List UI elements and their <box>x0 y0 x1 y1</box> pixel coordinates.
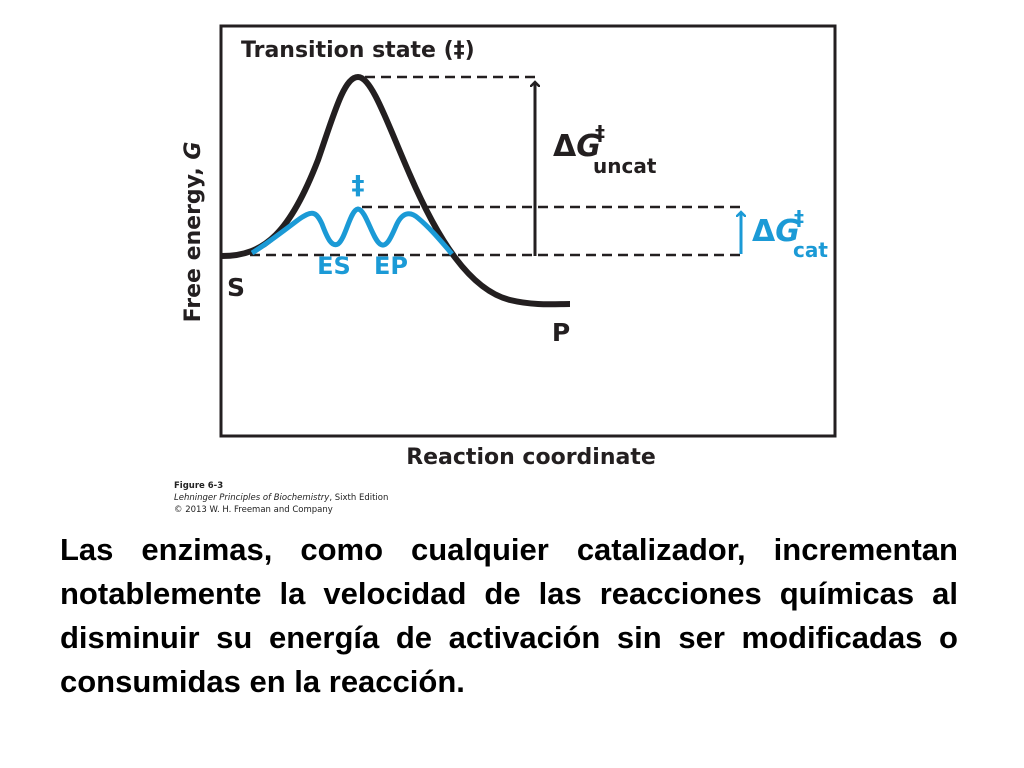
book-title: Lehninger Principles of Biochemistry <box>174 493 330 503</box>
es-label: ES <box>317 252 351 280</box>
plot-frame <box>219 24 837 438</box>
svg-text:‡: ‡ <box>794 206 804 230</box>
ep-label: EP <box>374 252 408 280</box>
y-axis-label: Free energy, G <box>181 142 206 323</box>
delta-g-uncat-label: ΔG ‡ uncat <box>553 121 657 178</box>
delta-g-cat-label: ΔG ‡ cat <box>752 206 828 262</box>
dagger-symbol: ‡ <box>352 171 365 201</box>
svg-text:ΔG: ΔG <box>752 214 800 249</box>
figure-caption: Figure 6-3 Lehninger Principles of Bioch… <box>174 480 494 516</box>
energy-diagram: Transition state (‡) Free energy, G Reac… <box>181 24 837 470</box>
slide-body-text: Las enzimas, como cualquier catalizador,… <box>60 532 958 699</box>
figure-number: Figure 6-3 <box>174 481 224 491</box>
product-label: P <box>552 318 570 347</box>
svg-text:uncat: uncat <box>593 154 657 178</box>
book-edition: , Sixth Edition <box>329 493 389 503</box>
svg-text:cat: cat <box>793 238 828 262</box>
uncatalyzed-curve <box>221 73 571 308</box>
figure-copyright: © 2013 W. H. Freeman and Company <box>174 505 333 515</box>
x-axis-label: Reaction coordinate <box>406 445 656 470</box>
catalyzed-curve <box>250 206 454 256</box>
substrate-label: S <box>227 273 245 302</box>
svg-text:ΔG: ΔG <box>553 129 601 164</box>
svg-text:‡: ‡ <box>595 121 605 145</box>
transition-state-label: Transition state (‡) <box>241 38 475 63</box>
figure-source: Lehninger Principles of Biochemistry, Si… <box>174 492 494 504</box>
